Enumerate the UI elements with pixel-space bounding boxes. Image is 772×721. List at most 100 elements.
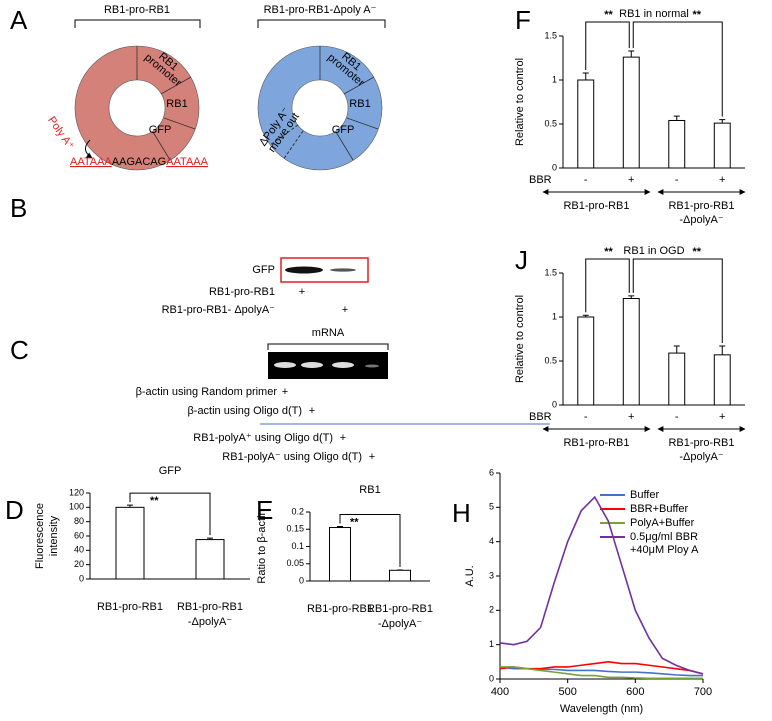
bracket <box>267 343 389 350</box>
legend-label-line: PolyA+Buffer <box>630 517 695 529</box>
group-label-line: RB1-pro-RB1 <box>563 200 629 212</box>
significance-label: ** <box>350 516 359 528</box>
y-axis-label: Fluorescence <box>34 503 46 569</box>
group-label-line: -ΔpolyA⁻ <box>679 214 724 226</box>
error-bar <box>719 345 726 355</box>
y-tick-label: 60 <box>74 530 84 540</box>
x-tick-label: - <box>675 411 679 423</box>
error-bar <box>207 537 213 540</box>
bar <box>577 316 595 406</box>
bar <box>622 298 640 406</box>
line-series <box>499 495 704 675</box>
blot-band <box>285 266 323 274</box>
y-axis-label: A.U. <box>464 565 476 586</box>
y-tick-label: 3 <box>489 570 494 580</box>
y-tick-label: 5 <box>489 502 494 512</box>
bar <box>115 506 145 580</box>
legend-label: 0.5μg/ml BBR +40μM Ploy A <box>630 531 699 556</box>
x-tick-label: - <box>675 174 679 186</box>
segment-label: GFP <box>332 124 355 136</box>
group-label-line: RB1-pro-RB1 <box>563 437 629 449</box>
legend-label-line: Buffer <box>630 489 659 501</box>
y-tick-label: 0.05 <box>286 558 304 568</box>
significance-label: ** <box>604 246 613 258</box>
y-tick-label: 1.5 <box>544 267 557 277</box>
x-tick-label: 600 <box>626 686 644 698</box>
x-tick-label: + <box>719 174 725 186</box>
segment-label: GFP <box>149 124 172 136</box>
y-tick-label: 4 <box>489 536 494 546</box>
row-mark: + <box>299 286 305 298</box>
x-tick-label: - <box>584 411 588 423</box>
row-mark: + <box>342 304 348 316</box>
y-tick-label: 0 <box>552 162 557 172</box>
x-tick-label-line: -ΔpolyA⁻ <box>378 618 423 630</box>
panel-letter: B <box>10 193 27 223</box>
error-bar <box>673 345 680 354</box>
group-label: RB1-pro-RB1 <box>563 437 629 449</box>
panel-letter: H <box>452 498 471 528</box>
significance-bracket <box>585 258 630 313</box>
bracket <box>74 19 201 28</box>
gel-header: mRNA <box>312 327 345 339</box>
band-label: GFP <box>252 264 275 276</box>
y-tick-label: 40 <box>74 545 84 555</box>
row-mark: + <box>369 451 375 463</box>
x-tick-label: + <box>628 174 634 186</box>
significance-bracket <box>129 492 211 536</box>
error-bar <box>337 525 343 528</box>
bar <box>668 119 686 169</box>
sequence: AATAAAAAGACAGAATAAA <box>70 156 209 168</box>
y-tick-label: 1.5 <box>544 30 557 40</box>
panel-letter: E <box>256 495 273 525</box>
bar <box>577 79 595 169</box>
legend-label-line: 0.5μg/ml BBR <box>630 531 698 543</box>
panel-letter: A <box>10 5 28 35</box>
blot-band <box>330 268 356 272</box>
row-label: RB1-polyA⁻ using Oligo d(T) <box>222 451 362 463</box>
chart-title: RB1 in normal <box>619 8 689 20</box>
significance-label: ** <box>692 246 701 258</box>
y-tick-label: 0.5 <box>544 355 557 365</box>
x-tick-label: 500 <box>558 686 576 698</box>
legend-label: PolyA+Buffer <box>630 517 695 529</box>
y-tick-label: 0.5 <box>544 118 557 128</box>
significance-bracket <box>339 513 401 567</box>
x-tick-label: RB1-pro-RB1 -ΔpolyA⁻ <box>367 603 433 630</box>
y-tick-label: 0 <box>79 573 84 583</box>
x-tick-label: 700 <box>694 686 712 698</box>
x-tick-label: RB1-pro-RB1 <box>97 601 163 613</box>
y-tick-label: 1 <box>552 74 557 84</box>
segment-label: RB1 <box>166 98 187 110</box>
x-axis-label: Wavelength (nm) <box>560 703 643 715</box>
significance-label: ** <box>604 9 613 21</box>
polya-label: Poly A⁺ <box>45 115 76 152</box>
error-bar <box>628 295 635 299</box>
row-label: β-actin using Oligo d(T) <box>187 405 302 417</box>
bar <box>329 527 351 582</box>
group-label: RB1-pro-RB1 -ΔpolyA⁻ <box>668 437 734 463</box>
y-tick-label: 0.15 <box>286 524 304 534</box>
significance-label: ** <box>692 9 701 21</box>
group-label: RB1-pro-RB1 <box>563 200 629 212</box>
chart-title: RB1 in OGD <box>623 245 684 257</box>
plasmid-left <box>74 45 200 171</box>
line-series <box>499 661 704 675</box>
legend-label-line: BBR+Buffer <box>630 503 689 515</box>
y-tick-label: 100 <box>69 502 84 512</box>
significance-bracket <box>632 258 723 344</box>
x-tick-label: 400 <box>491 686 509 698</box>
chart-title: RB1 <box>359 484 380 496</box>
row-label: RB1-polyA⁺ using Oligo d(T) <box>193 432 333 444</box>
y-tick-label: 2 <box>489 605 494 615</box>
row-label: RB1-pro-RB1- ΔpolyA⁻ <box>162 304 276 316</box>
chart-title: GFP <box>159 465 182 477</box>
x-tick-label-line: RB1-pro-RB1 <box>177 601 243 613</box>
error-bar <box>673 115 680 121</box>
bar <box>668 352 686 406</box>
significance-bracket <box>632 21 723 117</box>
x-tick-label: + <box>719 411 725 423</box>
x-tick-label: - <box>584 174 588 186</box>
error-bar <box>127 504 133 508</box>
plasmid-right <box>257 45 383 171</box>
